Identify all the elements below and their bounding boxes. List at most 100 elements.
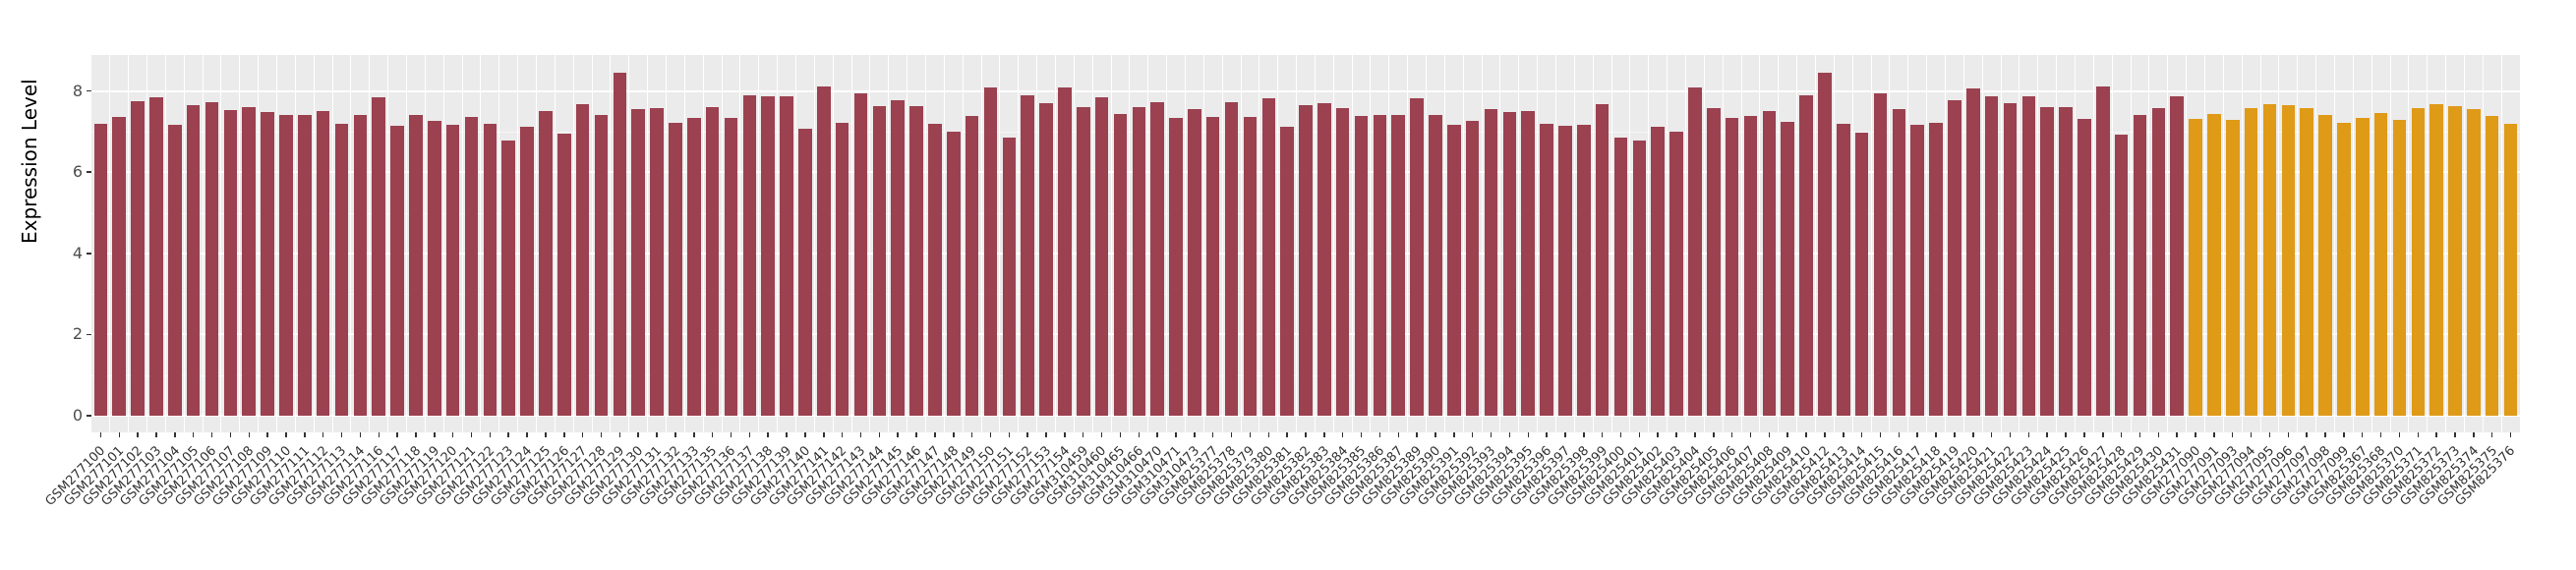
- gridline-major: [91, 89, 2520, 92]
- bar-GSM277143: [853, 93, 868, 416]
- x-axis-tick: [2046, 432, 2048, 437]
- x-axis-tick: [2120, 432, 2123, 437]
- x-axis-tick: [1008, 432, 1011, 437]
- x-axis-tick: [1916, 432, 1918, 437]
- x-axis-tick: [1249, 432, 1252, 437]
- x-axis-tick: [2490, 432, 2493, 437]
- gridline-vertical: [924, 55, 926, 432]
- x-axis-tick: [137, 432, 139, 437]
- x-axis-tick: [2361, 432, 2364, 437]
- x-axis-tick: [1100, 432, 1103, 437]
- x-axis-tick: [2213, 432, 2215, 437]
- x-axis-tick: [248, 432, 251, 437]
- gridline-vertical: [794, 55, 796, 432]
- bar-GSM825375: [2485, 116, 2499, 416]
- x-axis-tick: [2435, 432, 2437, 437]
- y-axis-tick-label: 2: [72, 324, 83, 344]
- x-axis-tick: [526, 432, 528, 437]
- x-axis-tick: [2065, 432, 2067, 437]
- x-axis-tick: [1305, 432, 1307, 437]
- x-axis-tick: [266, 432, 268, 437]
- bar-GSM277128: [594, 114, 609, 416]
- x-axis-tick: [1601, 432, 1604, 437]
- gridline-vertical: [331, 55, 333, 432]
- gridline-vertical: [146, 55, 148, 432]
- x-axis-tick: [1471, 432, 1474, 437]
- gridline-vertical: [442, 55, 444, 432]
- gridline-vertical: [1592, 55, 1594, 432]
- gridline-vertical: [2315, 55, 2317, 432]
- x-axis-tick: [1898, 432, 1901, 437]
- bar-GSM825395: [1521, 111, 1536, 416]
- gridline-vertical: [2241, 55, 2243, 432]
- bar-GSM825378: [1224, 102, 1239, 416]
- bar-GSM825421: [1984, 96, 1999, 416]
- gridline-vertical: [1166, 55, 1168, 432]
- bar-GSM825431: [2170, 96, 2184, 416]
- x-axis-tick: [99, 432, 102, 437]
- bar-GSM277125: [539, 111, 553, 416]
- x-axis-tick: [767, 432, 769, 437]
- gridline-vertical: [2130, 55, 2132, 432]
- x-axis-tick: [2083, 432, 2085, 437]
- bar-GSM825405: [1707, 107, 1721, 416]
- bar-GSM825399: [1595, 103, 1610, 416]
- gridline-vertical: [777, 55, 779, 432]
- gridline-vertical: [1277, 55, 1279, 432]
- bar-GSM310471: [1169, 117, 1183, 416]
- x-axis-tick: [693, 432, 695, 437]
- gridline-vertical: [2371, 55, 2372, 432]
- x-axis-tick: [2454, 432, 2456, 437]
- x-axis-tick: [1416, 432, 1418, 437]
- x-axis-tick: [2231, 432, 2234, 437]
- gridline-vertical: [183, 55, 185, 432]
- gridline-vertical: [962, 55, 964, 432]
- gridline-vertical: [2056, 55, 2058, 432]
- gridline-vertical: [2203, 55, 2205, 432]
- gridline-vertical: [702, 55, 704, 432]
- bar-GSM277151: [1002, 138, 1017, 416]
- x-axis-tick: [2473, 432, 2475, 437]
- x-axis-tick: [1860, 432, 1863, 437]
- x-axis-tick: [322, 432, 324, 437]
- bar-GSM277096: [2281, 105, 2296, 416]
- bar-GSM277121: [464, 117, 479, 416]
- bar-GSM277126: [557, 133, 571, 416]
- bar-GSM825425: [2059, 106, 2073, 416]
- x-axis-tick: [1564, 432, 1566, 437]
- x-axis-tick: [2509, 432, 2512, 437]
- gridline-vertical: [164, 55, 166, 432]
- bar-GSM825418: [1929, 123, 1943, 416]
- bar-GSM277146: [909, 105, 923, 416]
- gridline-vertical: [2297, 55, 2299, 432]
- gridline-vertical: [1889, 55, 1891, 432]
- y-axis-tick-label: 8: [72, 81, 83, 100]
- bar-GSM277095: [2262, 104, 2277, 416]
- bar-GSM825414: [1854, 132, 1869, 416]
- gridline-vertical: [1629, 55, 1631, 432]
- gridline-vertical: [2167, 55, 2169, 432]
- bar-GSM277124: [520, 126, 534, 416]
- gridline-vertical: [2222, 55, 2224, 432]
- gridline-vertical: [220, 55, 222, 432]
- plot-panel: [91, 55, 2520, 432]
- gridline-vertical: [2352, 55, 2354, 432]
- bar-GSM825389: [1410, 98, 1424, 416]
- x-axis-tick: [1990, 432, 1993, 437]
- x-axis-tick: [378, 432, 380, 437]
- x-axis-tick: [1119, 432, 1122, 437]
- gridline-vertical: [1240, 55, 1242, 432]
- gridline-vertical: [2408, 55, 2410, 432]
- bar-GSM825407: [1743, 115, 1758, 416]
- bar-GSM310466: [1132, 107, 1146, 416]
- bar-GSM825387: [1391, 115, 1406, 416]
- x-axis-tick: [1546, 432, 1548, 437]
- gridline-vertical: [1091, 55, 1093, 432]
- gridline-vertical: [258, 55, 260, 432]
- bar-GSM277093: [2225, 120, 2240, 416]
- bar-GSM277111: [298, 114, 312, 416]
- gridline-vertical: [387, 55, 389, 432]
- x-axis-tick: [1490, 432, 1493, 437]
- gridline-vertical: [1184, 55, 1186, 432]
- x-axis-tick: [174, 432, 176, 437]
